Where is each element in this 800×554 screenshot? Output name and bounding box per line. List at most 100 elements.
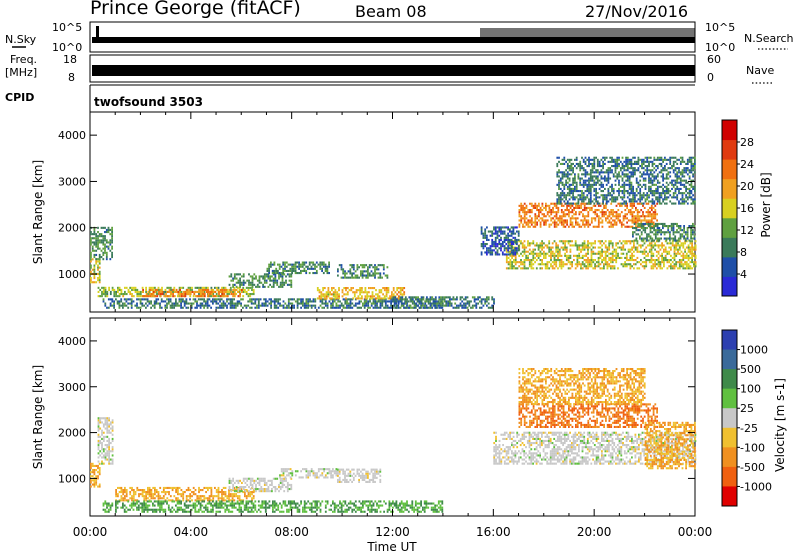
data-cell <box>648 181 650 184</box>
data-cell <box>333 300 336 303</box>
data-cell <box>264 304 267 307</box>
data-cell <box>593 190 596 193</box>
data-cell <box>692 231 694 234</box>
data-cell <box>625 160 627 163</box>
data-cell <box>577 202 580 205</box>
data-cell <box>568 211 570 214</box>
data-cell <box>681 173 684 176</box>
data-cell <box>241 288 243 291</box>
data-cell <box>402 304 405 307</box>
data-cell <box>512 251 515 254</box>
data-cell <box>164 288 167 291</box>
data-cell <box>438 296 441 299</box>
data-cell <box>539 217 542 220</box>
data-cell <box>647 209 650 212</box>
data-cell <box>489 249 492 252</box>
data-cell <box>594 242 596 245</box>
data-cell <box>102 251 105 254</box>
data-cell <box>517 249 520 252</box>
data-cell <box>102 288 105 291</box>
data-cell <box>657 256 660 259</box>
data-cell <box>366 295 369 298</box>
data-cell <box>122 499 125 502</box>
data-cell <box>683 225 685 228</box>
data-cell <box>672 239 675 242</box>
data-cell <box>593 171 596 174</box>
data-cell <box>374 302 377 305</box>
data-cell <box>583 202 586 205</box>
data-cell <box>674 202 677 205</box>
data-cell <box>616 198 619 201</box>
data-cell <box>572 177 574 180</box>
data-cell <box>211 290 213 293</box>
data-cell <box>578 256 581 259</box>
data-cell <box>334 289 337 292</box>
data-cell <box>674 222 677 225</box>
data-cell <box>393 300 396 303</box>
data-cell <box>563 156 566 159</box>
data-cell <box>221 290 224 293</box>
data-cell <box>633 263 635 266</box>
power-y-axis-label: Slant Range [km] <box>31 160 45 264</box>
data-cell <box>324 267 327 270</box>
data-cell <box>682 267 685 270</box>
data-cell <box>104 239 106 242</box>
data-cell <box>215 306 218 309</box>
data-cell <box>624 204 627 207</box>
data-cell <box>411 306 414 309</box>
data-cell <box>611 256 614 259</box>
data-cell <box>648 185 650 188</box>
data-cell <box>441 304 444 307</box>
data-cell <box>647 211 650 214</box>
data-cell <box>623 181 626 184</box>
data-cell <box>639 198 642 201</box>
freq-tick-top: 18 <box>63 53 77 66</box>
data-cell <box>516 240 518 243</box>
data-cell <box>324 302 327 305</box>
data-cell <box>349 276 352 279</box>
data-cell <box>148 302 151 305</box>
data-cell <box>635 237 638 240</box>
data-cell <box>493 302 495 305</box>
data-cell <box>640 263 642 266</box>
data-cell <box>347 306 350 309</box>
data-cell <box>626 162 629 165</box>
data-cell <box>370 274 373 277</box>
data-cell <box>665 162 668 165</box>
data-cell <box>587 250 589 253</box>
data-cell <box>408 296 411 299</box>
data-cell <box>216 288 219 291</box>
data-cell <box>574 173 576 176</box>
data-cell <box>130 300 133 303</box>
data-cell <box>166 298 168 301</box>
data-cell <box>252 293 255 296</box>
data-cell <box>327 293 330 296</box>
data-cell <box>354 274 357 277</box>
data-cell <box>346 302 348 305</box>
data-cell <box>181 295 183 298</box>
data-cell <box>557 246 559 249</box>
data-cell <box>644 187 647 190</box>
data-cell <box>634 167 636 170</box>
data-cell <box>491 238 494 241</box>
data-cell <box>587 248 589 251</box>
data-cell <box>616 167 619 170</box>
data-cell <box>543 223 545 226</box>
data-cell <box>656 181 659 184</box>
data-cell <box>145 293 148 296</box>
data-cell <box>656 158 659 161</box>
data-cell <box>525 223 528 226</box>
data-cell <box>694 256 697 259</box>
data-cell <box>381 300 384 303</box>
data-cell <box>108 460 110 463</box>
data-cell <box>611 171 613 174</box>
data-cell <box>635 233 638 236</box>
data-cell <box>361 266 364 269</box>
data-cell <box>686 229 689 232</box>
data-cell <box>580 263 582 266</box>
data-cell <box>648 179 650 182</box>
data-cell <box>593 181 596 184</box>
data-cell <box>670 265 672 268</box>
data-cell <box>202 290 204 293</box>
data-cell <box>645 265 648 268</box>
